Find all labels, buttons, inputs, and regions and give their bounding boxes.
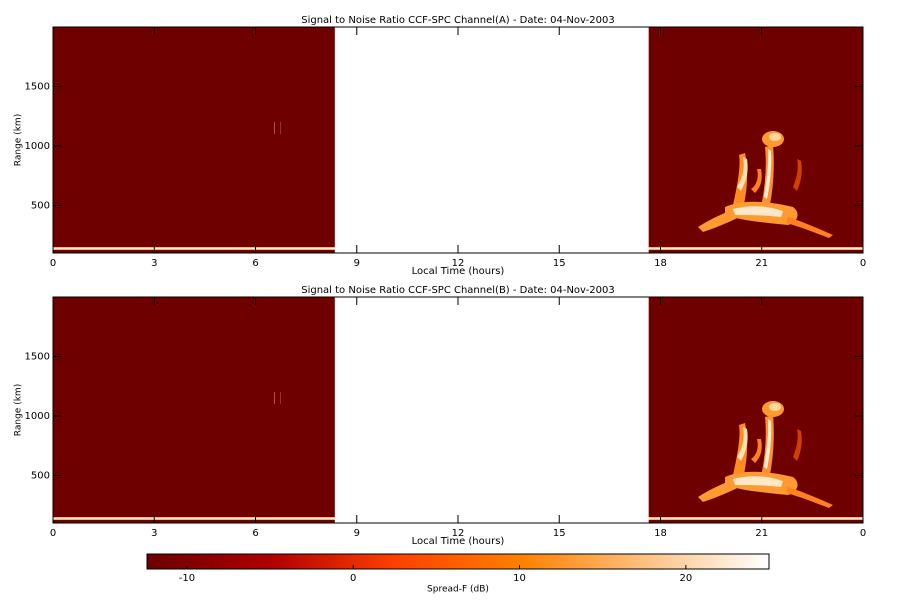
x-tick-label: 21 <box>755 258 768 269</box>
x-tick-label: 18 <box>654 258 667 269</box>
y-tick-label: 1000 <box>25 411 50 422</box>
x-tick-label: 12 <box>452 528 465 539</box>
echo-mark <box>280 122 281 134</box>
x-tick-label: 6 <box>252 528 258 539</box>
panel: Signal to Noise Ratio CCF-SPC Channel(B)… <box>14 285 867 547</box>
colorbar-tick-label: 20 <box>679 573 692 584</box>
echo-mark <box>280 392 281 404</box>
y-tick-label: 1500 <box>25 351 50 362</box>
x-tick-label: 15 <box>553 528 566 539</box>
x-tick-label: 6 <box>252 258 258 269</box>
y-tick-label: 500 <box>31 470 50 481</box>
chart-title: Signal to Noise Ratio CCF-SPC Channel(B)… <box>301 285 615 296</box>
y-axis-label: Range (km) <box>14 114 24 166</box>
x-tick-label: 18 <box>654 528 667 539</box>
x-axis-label: Local Time (hours) <box>412 536 505 547</box>
x-tick-label: 12 <box>452 258 465 269</box>
y-tick-label: 1000 <box>25 141 50 152</box>
y-axis-label: Range (km) <box>14 384 24 436</box>
x-tick-label: 3 <box>151 258 157 269</box>
x-tick-label: 9 <box>354 528 360 539</box>
no-data-gap <box>334 27 649 253</box>
x-tick-label: 9 <box>354 258 360 269</box>
x-tick-label: 0 <box>860 528 866 539</box>
colorbar <box>146 553 770 570</box>
y-tick-label: 500 <box>31 200 50 211</box>
panel: Signal to Noise Ratio CCF-SPC Channel(A)… <box>14 15 867 277</box>
x-tick-label: 0 <box>50 528 56 539</box>
chart-title: Signal to Noise Ratio CCF-SPC Channel(A)… <box>301 15 615 26</box>
colorbar-tick-label: -10 <box>179 573 195 584</box>
y-tick-label: 1500 <box>25 81 50 92</box>
no-data-gap <box>334 297 649 523</box>
x-axis-label: Local Time (hours) <box>412 266 505 277</box>
echo-mark <box>274 122 275 134</box>
x-tick-label: 0 <box>50 258 56 269</box>
colorbar-tick-label: 10 <box>513 573 526 584</box>
x-tick-label: 3 <box>151 528 157 539</box>
x-tick-label: 15 <box>553 258 566 269</box>
colorbar-tick-label: 0 <box>350 573 356 584</box>
x-tick-label: 0 <box>860 258 866 269</box>
colorbar-label: Spread-F (dB) <box>427 585 489 595</box>
x-tick-label: 21 <box>755 528 768 539</box>
echo-mark <box>274 392 275 404</box>
